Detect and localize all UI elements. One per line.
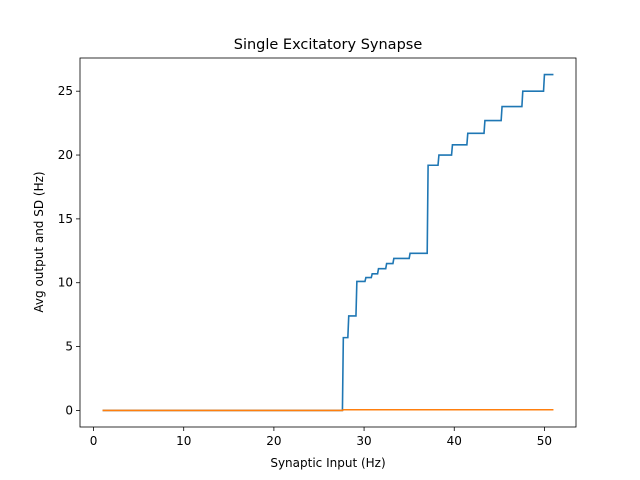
plot-area-frame [79, 57, 577, 428]
y-tick-label: 20 [58, 148, 73, 162]
series-group [102, 73, 554, 412]
x-tick-label: 0 [90, 434, 98, 448]
x-tick-label: 20 [266, 434, 281, 448]
y-axis-label: Avg output and SD (Hz) [32, 171, 46, 312]
x-tick-label: 10 [176, 434, 191, 448]
y-tick-label: 10 [58, 276, 73, 290]
ticks-group: 0 10 20 30 40 50 0 5 10 15 20 25 [58, 84, 552, 448]
x-tick-label: 40 [447, 434, 462, 448]
x-tick-label: 50 [537, 434, 552, 448]
x-tick-label: 30 [356, 434, 371, 448]
chart-title: Single Excitatory Synapse [234, 37, 423, 53]
y-tick-label: 25 [58, 84, 73, 98]
x-axis-label: Synaptic Input (Hz) [270, 456, 385, 470]
y-tick-label: 0 [65, 403, 73, 417]
y-tick-label: 5 [65, 340, 73, 354]
series-line-1 [102, 73, 554, 412]
series-line-2 [102, 408, 554, 412]
y-tick-label: 15 [58, 212, 73, 226]
